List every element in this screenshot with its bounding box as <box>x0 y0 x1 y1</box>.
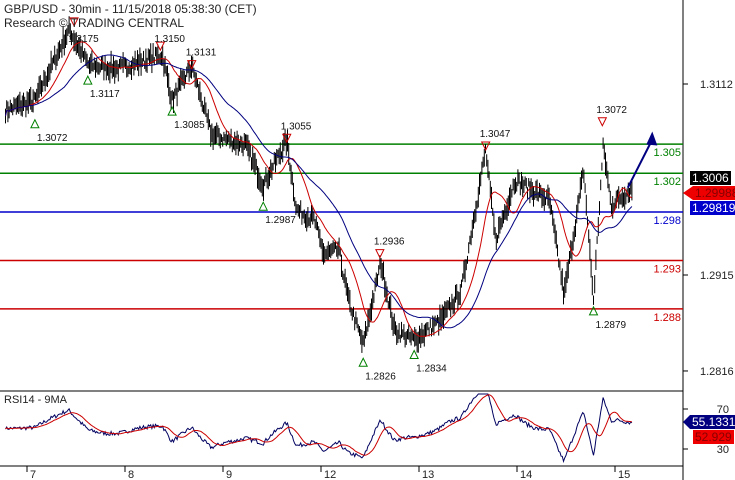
rsi-ma-tag: 52.929 <box>693 430 734 444</box>
rsi-ma-line <box>5 394 633 456</box>
forecast-arrow <box>626 139 654 189</box>
x-tick-label: 15 <box>618 469 630 480</box>
swing-high-label: 1.3175 <box>68 34 99 45</box>
swing-high-marker-icon <box>155 41 166 52</box>
level-label: 1.305 <box>653 147 681 159</box>
swing-high-label: 1.3150 <box>154 34 185 45</box>
x-tick-label: 13 <box>422 469 434 480</box>
swing-low-marker-icon <box>167 106 177 116</box>
rsi-line <box>5 393 633 464</box>
swing-low-marker-icon <box>83 75 93 85</box>
swing-high-label: 1.3047 <box>480 129 511 140</box>
ma-slow-tag: 1.29819 <box>690 201 735 215</box>
arrow-up-icon <box>646 131 658 146</box>
x-tick-label: 8 <box>128 469 134 480</box>
swing-high-marker-icon <box>281 133 292 144</box>
swing-low-label: 1.3072 <box>37 133 68 144</box>
rsi-pointer <box>683 415 690 429</box>
y-tick-label: 1.3112 <box>700 79 733 91</box>
swing-low-label: 1.3117 <box>90 89 120 100</box>
x-tick-label: 7 <box>30 469 36 480</box>
swing-high-marker-icon <box>186 60 197 70</box>
rsi-label: RSI14 - 9MA <box>4 394 67 406</box>
swing-low-label: 1.3085 <box>174 120 205 131</box>
level-label: 1.288 <box>653 312 681 324</box>
level-label: 1.298 <box>653 215 681 227</box>
rsi-tick-label: 30 <box>717 444 729 456</box>
y-tick-label: 1.2915 <box>700 270 734 282</box>
swing-high-label: 1.3072 <box>596 105 627 116</box>
swing-high-marker-icon <box>375 249 385 259</box>
swing-low-marker-icon <box>588 305 599 316</box>
swing-high-label: 1.3131 <box>186 48 217 59</box>
moving-average-fast <box>5 41 633 337</box>
swing-high-marker-icon <box>597 117 608 127</box>
x-tick-label: 9 <box>226 469 232 480</box>
swing-high-label: 1.3055 <box>281 121 312 132</box>
level-label: 1.293 <box>653 263 681 275</box>
swing-low-label: 1.2879 <box>596 320 627 331</box>
chart-source: Research © TRADING CENTRAL <box>4 16 184 30</box>
rsi-value-tag: 55.1331 <box>690 415 735 429</box>
y-tick-label: 1.2816 <box>700 366 734 378</box>
price-bars <box>5 16 633 353</box>
swing-low-label: 1.2826 <box>365 371 396 382</box>
swing-high-marker-icon <box>69 17 79 28</box>
x-tick-label: 14 <box>520 469 532 480</box>
ma-fast-tag: 1.29988 <box>693 186 735 200</box>
moving-average-slow <box>5 54 633 329</box>
swing-low-marker-icon <box>409 349 419 360</box>
last-price-tag: 1.3006 <box>690 171 731 185</box>
swing-low-marker-icon <box>258 201 269 211</box>
swing-high-marker-icon <box>480 141 491 152</box>
ma-fast-pointer <box>683 186 693 200</box>
swing-low-marker-icon <box>358 357 369 367</box>
swing-low-marker-icon <box>30 118 40 129</box>
swing-low-label: 1.2987 <box>265 215 296 226</box>
chart-title: GBP/USD - 30min - 11/15/2018 05:38:30 (C… <box>4 2 257 16</box>
swing-high-label: 1.2936 <box>374 237 405 248</box>
swing-low-label: 1.2834 <box>416 364 447 375</box>
rsi-tick-label: 70 <box>717 404 729 416</box>
level-label: 1.302 <box>653 176 681 188</box>
x-tick-label: 12 <box>324 469 336 480</box>
